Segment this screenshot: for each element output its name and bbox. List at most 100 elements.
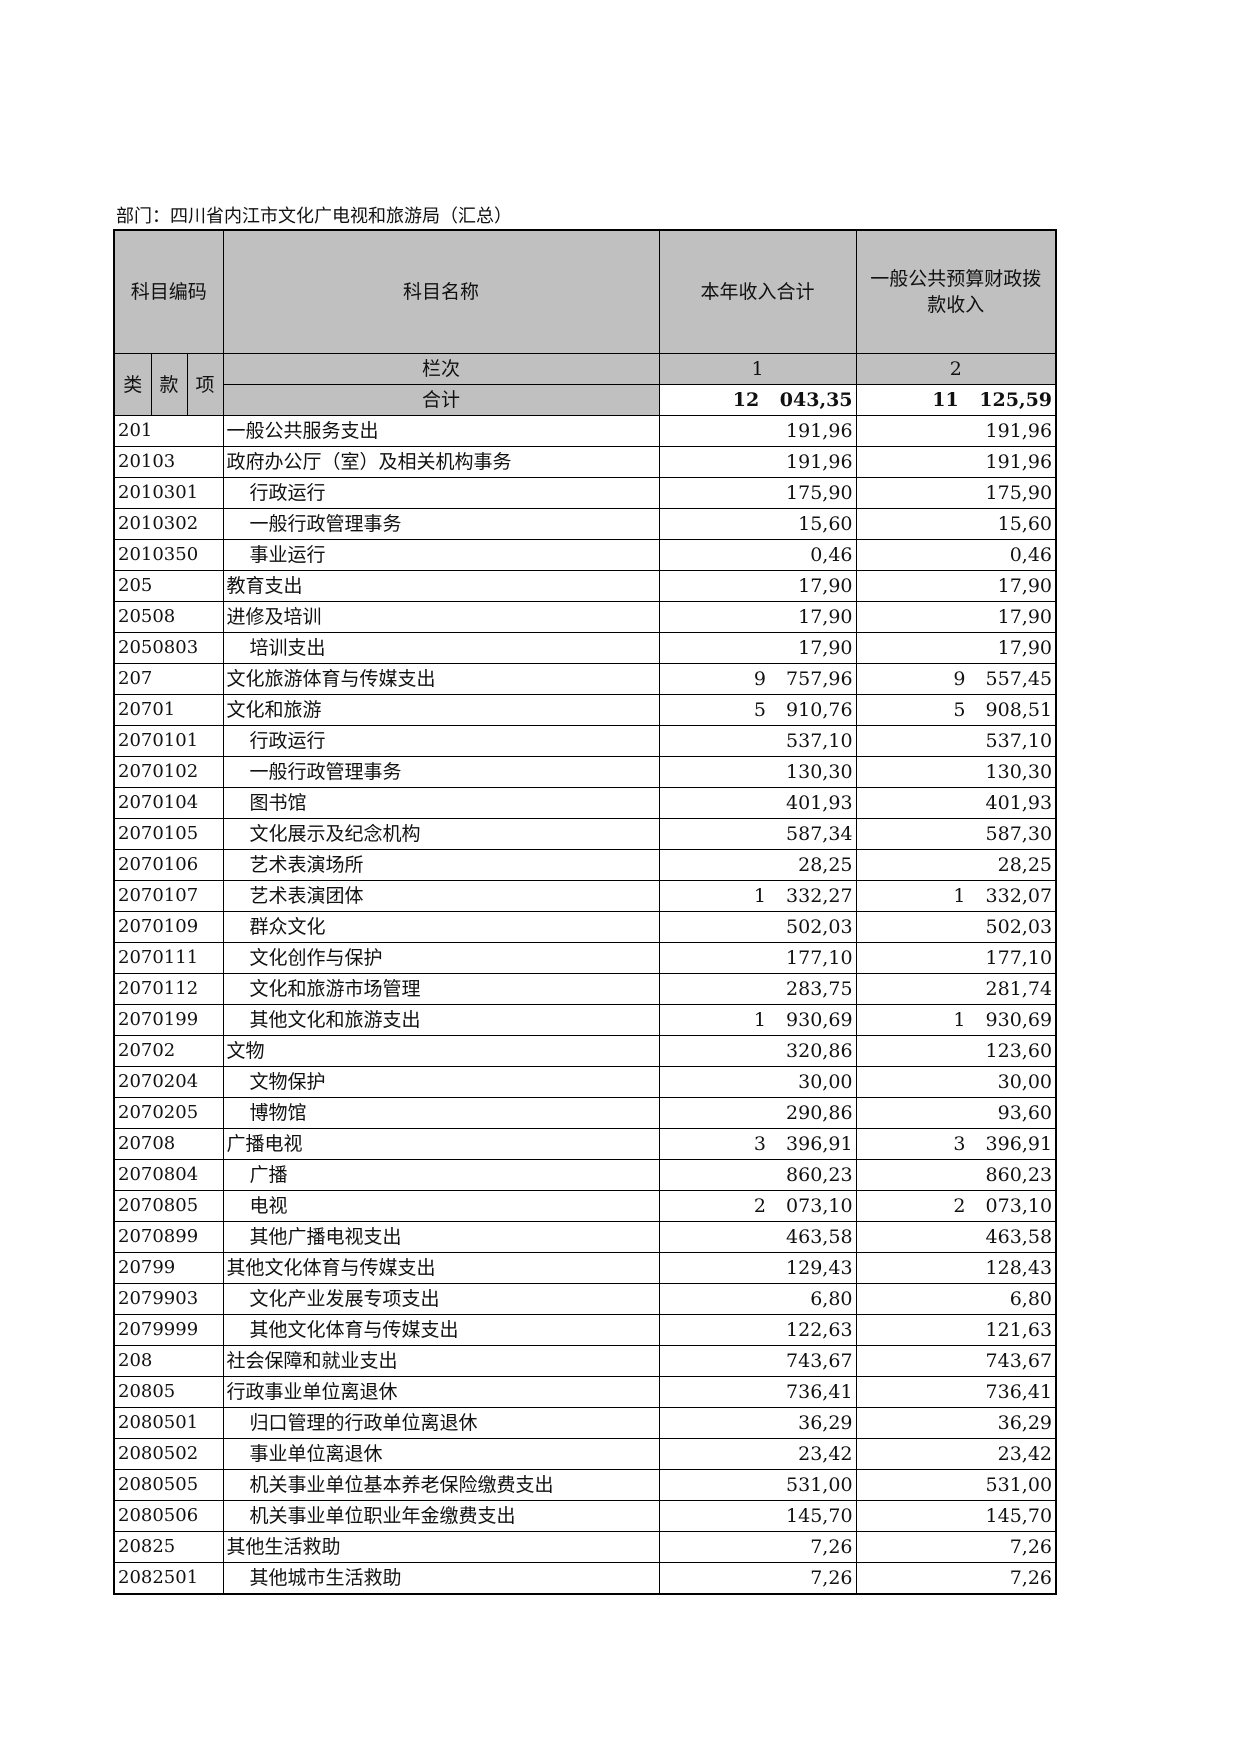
row-col1: 3 396,91 (658, 1128, 857, 1160)
row-col1: 9 757,96 (658, 663, 857, 695)
row-name: 艺术表演场所 (222, 849, 660, 881)
header-code: 科目编码 (113, 229, 224, 354)
row-code: 20103 (113, 446, 224, 478)
table-row: 2070204 文物保护 30,00 30,00 (113, 1066, 1057, 1098)
row-col1: 502,03 (658, 911, 857, 943)
table-row: 20805 行政事业单位离退休 736,41 736,41 (113, 1376, 1057, 1408)
column-order-label: 栏次 (222, 353, 660, 385)
row-col1: 17,90 (658, 570, 857, 602)
row-name: 文化旅游体育与传媒支出 (222, 663, 660, 695)
row-col2: 6,80 (855, 1283, 1057, 1315)
table-row: 2070111 文化创作与保护 177,10 177,10 (113, 942, 1057, 974)
row-col1: 130,30 (658, 756, 857, 788)
table-row: 2070107 艺术表演团体 1 332,27 1 332,07 (113, 880, 1057, 912)
row-col1: 537,10 (658, 725, 857, 757)
row-name: 群众文化 (222, 911, 660, 943)
row-col1: 177,10 (658, 942, 857, 974)
total-col1: 12 043,35 (658, 384, 857, 416)
row-col1: 463,58 (658, 1221, 857, 1253)
row-code: 2070204 (113, 1066, 224, 1098)
row-name: 社会保障和就业支出 (222, 1345, 660, 1377)
budget-income-table: 科目编码 科目名称 本年收入合计 一般公共预算财政拨款收入 类 款 项 栏次 1… (113, 229, 1058, 1595)
row-col1: 36,29 (658, 1407, 857, 1439)
row-col2: 2 073,10 (855, 1190, 1057, 1222)
row-col1: 290,86 (658, 1097, 857, 1129)
row-name: 电视 (222, 1190, 660, 1222)
row-name: 一般行政管理事务 (222, 508, 660, 540)
row-code: 2070101 (113, 725, 224, 757)
table-row: 20701 文化和旅游 5 910,76 5 908,51 (113, 694, 1057, 726)
row-col1: 743,67 (658, 1345, 857, 1377)
row-col2: 587,30 (855, 818, 1057, 850)
table-row: 2070105 文化展示及纪念机构 587,34 587,30 (113, 818, 1057, 850)
table-row: 208 社会保障和就业支出 743,67 743,67 (113, 1345, 1057, 1377)
row-col1: 860,23 (658, 1159, 857, 1191)
row-col2: 281,74 (855, 973, 1057, 1005)
total-col2: 11 125,59 (855, 384, 1057, 416)
row-name: 文化和旅游 (222, 694, 660, 726)
row-col2: 177,10 (855, 942, 1057, 974)
row-col2: 93,60 (855, 1097, 1057, 1129)
row-code: 2070199 (113, 1004, 224, 1036)
table-row: 2080501 归口管理的行政单位离退休 36,29 36,29 (113, 1407, 1057, 1439)
table-row: 2080502 事业单位离退休 23,42 23,42 (113, 1438, 1057, 1470)
table-row: 2080506 机关事业单位职业年金缴费支出 145,70 145,70 (113, 1500, 1057, 1532)
row-col1: 7,26 (658, 1531, 857, 1563)
table-row: 2080505 机关事业单位基本养老保险缴费支出 531,00 531,00 (113, 1469, 1057, 1501)
row-col2: 7,26 (855, 1562, 1057, 1595)
row-col2: 121,63 (855, 1314, 1057, 1346)
row-name: 其他广播电视支出 (222, 1221, 660, 1253)
row-code: 2070102 (113, 756, 224, 788)
header-col2: 一般公共预算财政拨款收入 (855, 229, 1057, 354)
row-code: 2079903 (113, 1283, 224, 1315)
row-col2: 130,30 (855, 756, 1057, 788)
row-col1: 129,43 (658, 1252, 857, 1284)
table-row: 2070106 艺术表演场所 28,25 28,25 (113, 849, 1057, 881)
row-code: 2050803 (113, 632, 224, 664)
row-name: 行政事业单位离退休 (222, 1376, 660, 1408)
row-col2: 860,23 (855, 1159, 1057, 1191)
table-row: 2070804 广播 860,23 860,23 (113, 1159, 1057, 1191)
table-row: 207 文化旅游体育与传媒支出 9 757,96 9 557,45 (113, 663, 1057, 695)
row-code: 20708 (113, 1128, 224, 1160)
column-order-row: 类 款 项 栏次 1 2 (113, 353, 1057, 416)
row-name: 其他文化体育与传媒支出 (222, 1252, 660, 1284)
row-col2: 17,90 (855, 570, 1057, 602)
table-row: 2010301 行政运行 175,90 175,90 (113, 477, 1057, 509)
table-row: 2010302 一般行政管理事务 15,60 15,60 (113, 508, 1057, 540)
col1-number: 1 (658, 353, 857, 385)
row-col2: 3 396,91 (855, 1128, 1057, 1160)
row-code: 2010301 (113, 477, 224, 509)
row-col2: 9 557,45 (855, 663, 1057, 695)
row-col1: 320,86 (658, 1035, 857, 1067)
table-row: 2070199 其他文化和旅游支出 1 930,69 1 930,69 (113, 1004, 1057, 1036)
table-row: 20799 其他文化体育与传媒支出 129,43 128,43 (113, 1252, 1057, 1284)
row-code: 20701 (113, 694, 224, 726)
row-col1: 191,96 (658, 446, 857, 478)
row-col2: 531,00 (855, 1469, 1057, 1501)
header-row: 科目编码 科目名称 本年收入合计 一般公共预算财政拨款收入 (113, 229, 1057, 354)
header-kuan: 款 (150, 353, 188, 416)
row-col2: 17,90 (855, 632, 1057, 664)
row-code: 2070107 (113, 880, 224, 912)
row-col1: 1 332,27 (658, 880, 857, 912)
row-name: 其他文化和旅游支出 (222, 1004, 660, 1036)
row-col1: 6,80 (658, 1283, 857, 1315)
row-col2: 28,25 (855, 849, 1057, 881)
row-name: 文物 (222, 1035, 660, 1067)
row-col1: 15,60 (658, 508, 857, 540)
header-name: 科目名称 (222, 229, 660, 354)
row-code: 2010350 (113, 539, 224, 571)
row-name: 机关事业单位基本养老保险缴费支出 (222, 1469, 660, 1501)
row-code: 20805 (113, 1376, 224, 1408)
header-col1: 本年收入合计 (658, 229, 857, 354)
row-col1: 175,90 (658, 477, 857, 509)
row-col2: 0,46 (855, 539, 1057, 571)
row-col2: 1 930,69 (855, 1004, 1057, 1036)
row-col2: 743,67 (855, 1345, 1057, 1377)
row-col2: 5 908,51 (855, 694, 1057, 726)
row-col2: 15,60 (855, 508, 1057, 540)
table-row: 2070112 文化和旅游市场管理 283,75 281,74 (113, 973, 1057, 1005)
row-name: 归口管理的行政单位离退休 (222, 1407, 660, 1439)
row-col2: 537,10 (855, 725, 1057, 757)
